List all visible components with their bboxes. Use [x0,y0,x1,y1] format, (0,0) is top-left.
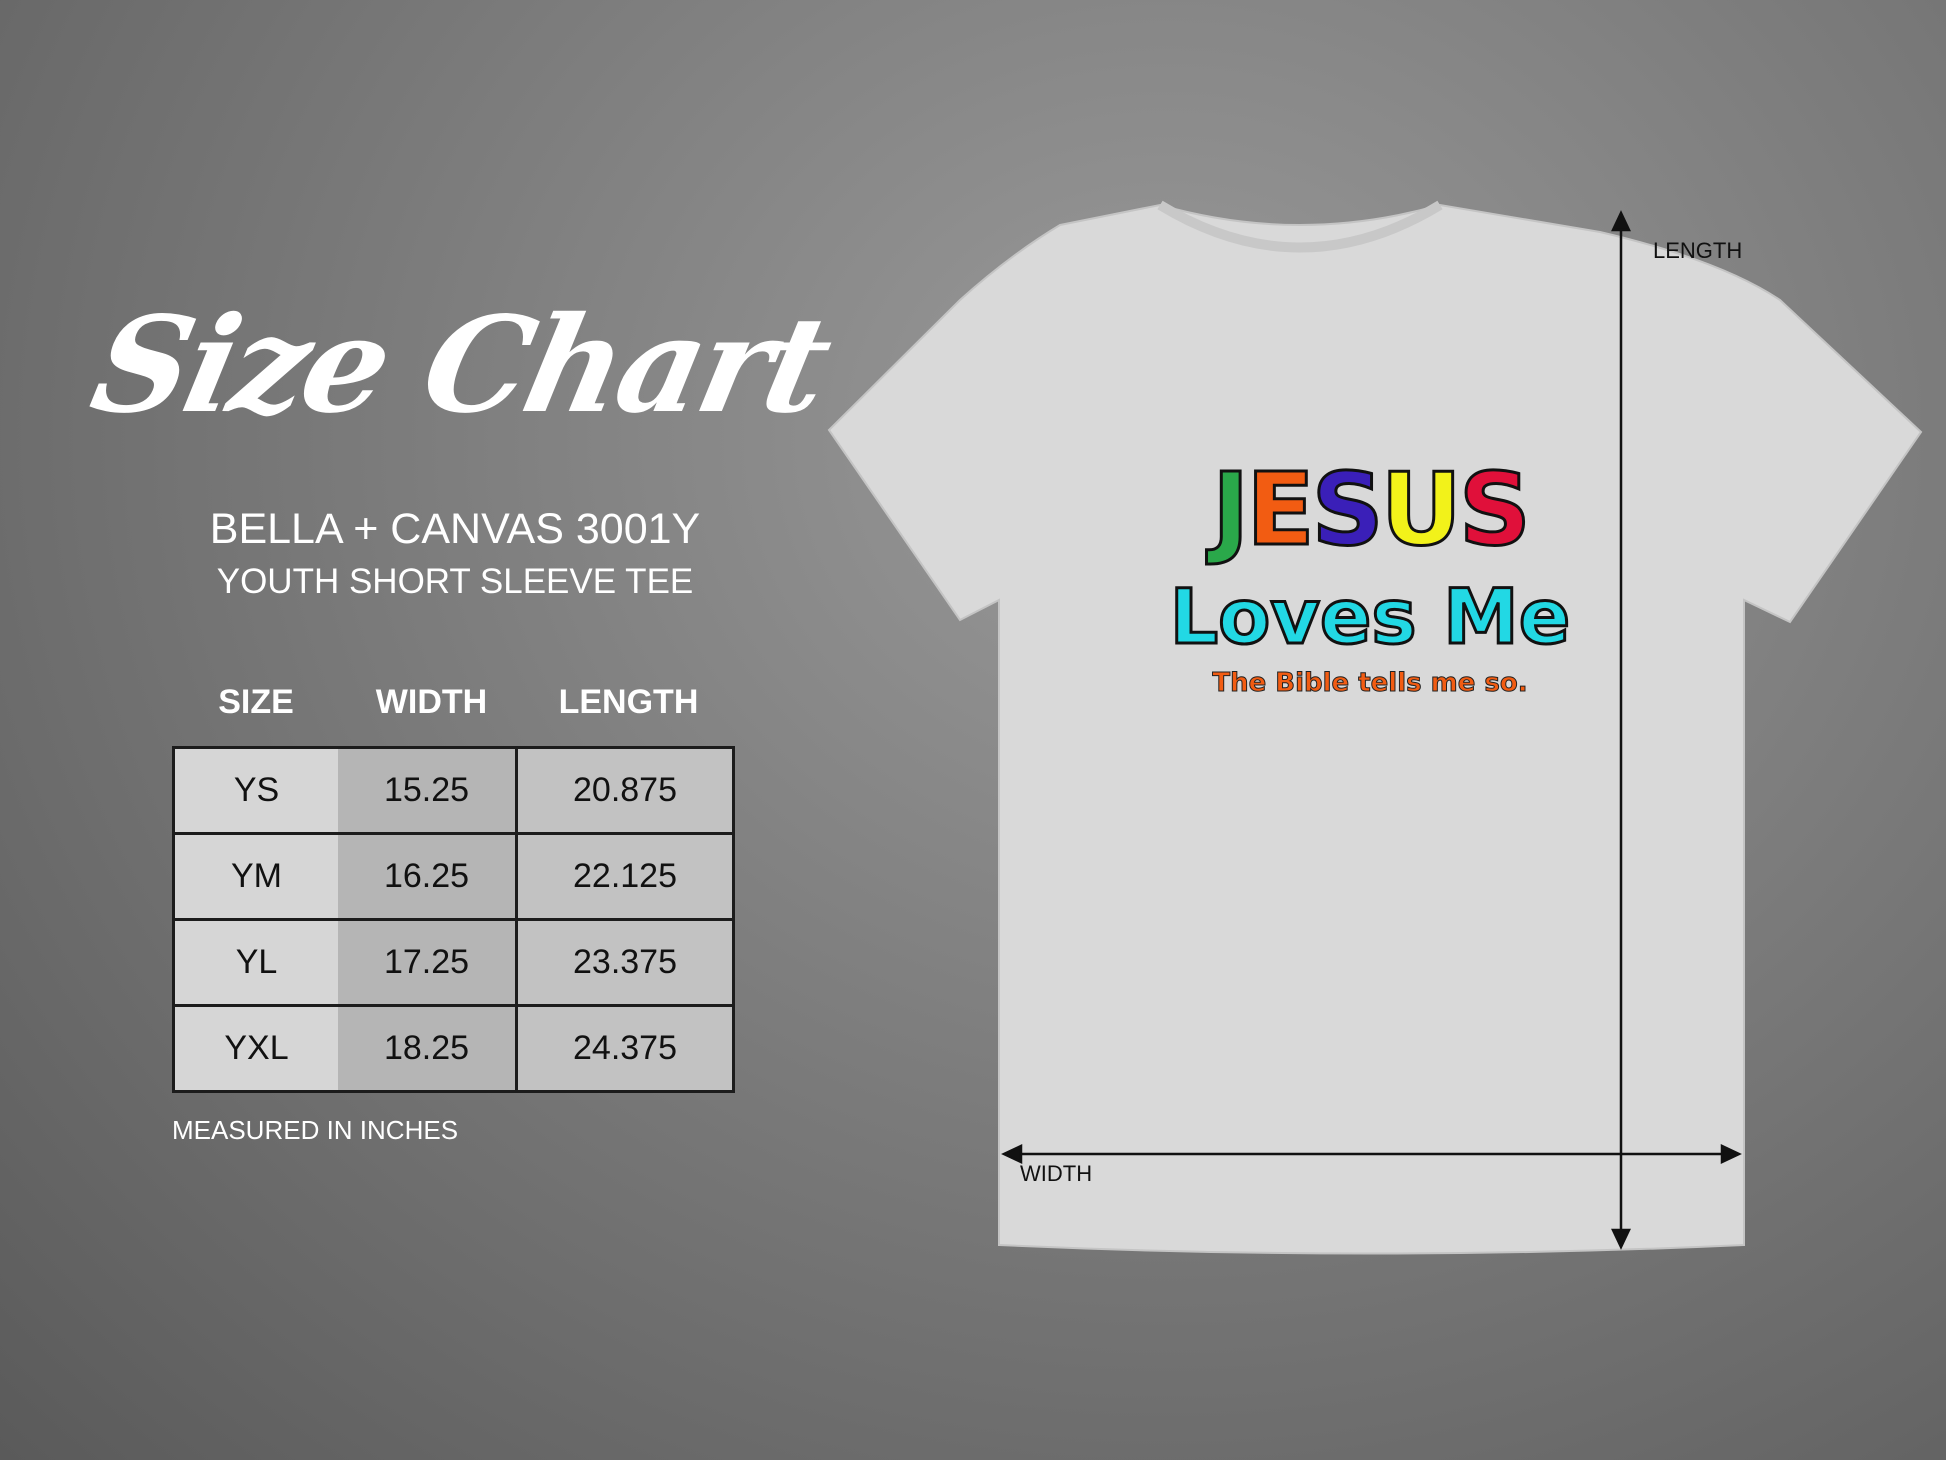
tshirt-image [827,203,1923,1255]
table-row: YS 15.25 20.875 [172,746,735,835]
size-cell: YXL [172,1004,338,1093]
table-row: YXL 18.25 24.375 [172,1004,735,1093]
letter: S [1457,451,1532,568]
collar [1157,200,1443,253]
length-cell: 22.125 [515,832,735,921]
size-cell: YS [172,746,338,835]
size-cell: YL [172,918,338,1007]
product-subtitle: YOUTH SHORT SLEEVE TEE [216,562,694,601]
header-length: LENGTH [558,683,699,721]
letter: S [1310,451,1385,568]
length-cell: 23.375 [515,918,735,1007]
size-table: YS 15.25 20.875 YM 16.25 22.125 YL 17.25… [172,746,735,1093]
header-size: SIZE [218,683,294,721]
length-arrow [1611,210,1631,1250]
width-label: WIDTH [1020,1161,1093,1186]
header-width: WIDTH [375,683,488,721]
size-cell: YM [172,832,338,921]
brand-model: BELLA + CANVAS 3001Y [209,505,701,553]
width-cell: 17.25 [338,918,518,1007]
width-cell: 15.25 [338,746,518,835]
table-row: YL 17.25 23.375 [172,918,735,1007]
print-loves-me: Loves Me [1168,572,1572,661]
width-arrow [1001,1144,1742,1164]
letter: U [1379,451,1463,568]
measurement-note: MEASURED IN INCHES [172,1115,459,1145]
print-bible-line: The Bible tells me so. [1212,667,1528,698]
table-row: YM 16.25 22.125 [172,832,735,921]
letter: J [1211,451,1251,568]
length-cell: 24.375 [515,1004,735,1093]
width-cell: 16.25 [338,832,518,921]
letter: E [1245,451,1316,568]
width-cell: 18.25 [338,1004,518,1093]
length-cell: 20.875 [515,746,735,835]
print-jesus: JESUS [1130,453,1610,566]
length-label: LENGTH [1653,238,1743,263]
